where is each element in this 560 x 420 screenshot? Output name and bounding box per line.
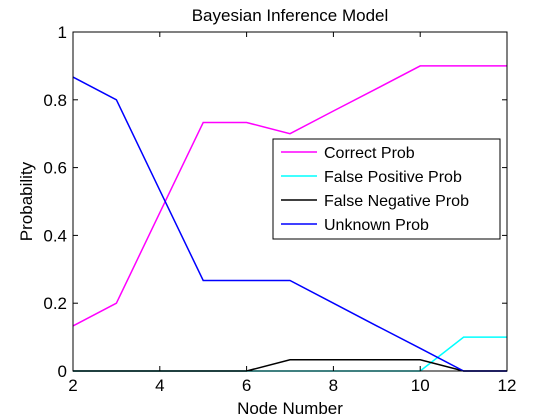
legend-label: Unknown Prob [324,217,429,234]
y-tick-label: 0.6 [43,159,67,178]
x-axis-label: Node Number [237,399,343,418]
y-tick-label: 0.2 [43,294,67,313]
x-tick-label: 12 [498,376,517,395]
legend-label: Correct Prob [324,145,415,162]
legend-label: False Negative Prob [324,193,469,210]
y-tick-label: 0 [58,362,67,381]
series-line-4 [72,76,507,372]
x-tick-label: 2 [68,376,77,395]
x-tick-label: 6 [242,376,251,395]
series-line-1 [72,65,507,327]
plot-frame [72,31,508,372]
chart-title: Bayesian Inference Model [192,6,389,25]
legend-box [272,138,501,240]
legend-label: False Positive Prob [324,169,462,186]
x-tick-label: 4 [155,376,164,395]
x-tick-label: 8 [329,376,338,395]
ticks-layer: 2 4 6 8 10 12 0 0.2 0.4 0.6 0.8 1 [43,23,516,395]
legend: Correct Prob False Positive Prob False Neg… [272,138,501,240]
x-tick-label: 10 [411,376,430,395]
y-tick-label: 1 [58,23,67,42]
series-layer [72,65,507,372]
y-tick-label: 0.8 [43,91,67,110]
y-tick-label: 0.4 [43,226,67,245]
y-axis-label: Probability [17,161,36,241]
